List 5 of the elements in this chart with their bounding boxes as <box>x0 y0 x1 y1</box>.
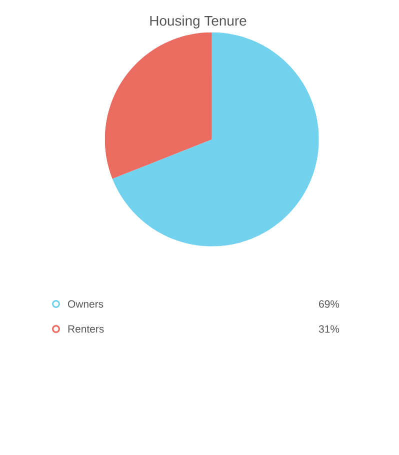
legend-label: Owners <box>68 300 104 308</box>
data-label: 69% <box>319 300 340 308</box>
data-label: 31% <box>318 325 340 333</box>
legend-label: Renters <box>68 325 104 333</box>
chart-title: Housing Tenure <box>150 15 246 28</box>
